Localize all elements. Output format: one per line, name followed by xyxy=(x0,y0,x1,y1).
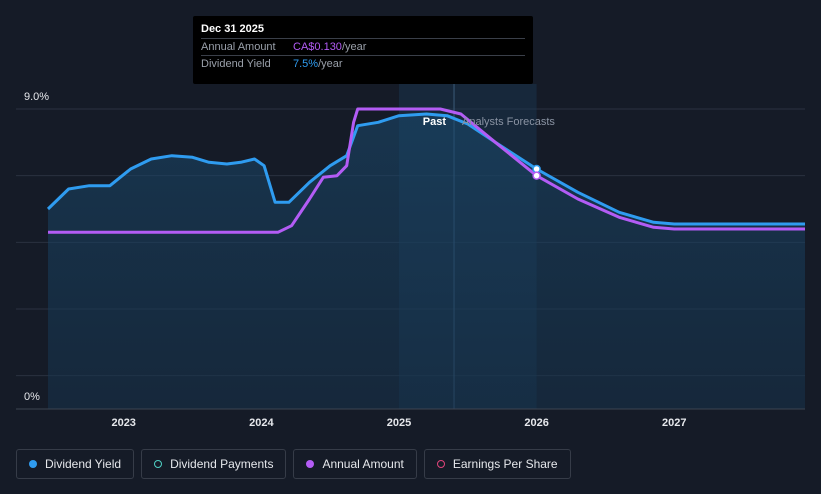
legend-ring-icon xyxy=(154,460,163,468)
hover-markers xyxy=(532,164,541,180)
legend-dot-icon xyxy=(29,460,37,468)
tooltip-row-dividend-yield: Dividend Yield 7.5% /year xyxy=(201,55,525,72)
x-tick-label: 2023 xyxy=(111,417,135,429)
marker-annual-amount xyxy=(532,171,541,180)
tooltip-row-annual-amount: Annual Amount CA$0.130 /year xyxy=(201,38,525,55)
tooltip: Dec 31 2025 Annual Amount CA$0.130 /year… xyxy=(193,16,533,84)
y-tick-label: 0% xyxy=(24,391,40,403)
legend-ring-icon xyxy=(436,460,445,468)
y-tick-label: 9.0% xyxy=(24,91,49,103)
legend-dot-icon xyxy=(306,460,315,468)
y-tick-labels: 9.0% 0% xyxy=(24,91,49,403)
legend-dividend-yield[interactable]: Dividend Yield xyxy=(16,449,135,479)
dividend-yield-area xyxy=(48,114,805,409)
dividend-chart: 9.0% 0% 2023 2024 2025 2026 2027 Past Analyst… xyxy=(16,84,805,429)
legend-label: Earnings Per Share xyxy=(452,457,558,471)
analysts-forecasts-label: Analysts Forecasts xyxy=(462,116,555,128)
tooltip-value: CA$0.130 xyxy=(293,41,342,53)
legend: Dividend Yield Dividend Payments Annual … xyxy=(16,449,571,479)
tooltip-value: 7.5% xyxy=(293,58,319,70)
legend-label: Dividend Yield xyxy=(45,457,122,471)
x-tick-labels: 2023 2024 2025 2026 2027 xyxy=(111,417,686,429)
legend-earnings-per-share[interactable]: Earnings Per Share xyxy=(423,449,571,479)
tooltip-date: Dec 31 2025 xyxy=(201,23,264,35)
legend-annual-amount[interactable]: Annual Amount xyxy=(293,449,417,479)
x-tick-label: 2024 xyxy=(249,417,274,429)
past-label: Past xyxy=(423,116,447,128)
tooltip-label: Dividend Yield xyxy=(201,58,271,70)
x-tick-label: 2025 xyxy=(387,417,411,429)
legend-label: Dividend Payments xyxy=(170,457,274,471)
x-tick-label: 2027 xyxy=(662,417,686,429)
x-tick-label: 2026 xyxy=(524,417,548,429)
legend-label: Annual Amount xyxy=(322,457,404,471)
annual-amount-line xyxy=(48,107,805,234)
tooltip-label: Annual Amount xyxy=(201,41,276,53)
tooltip-unit: /year xyxy=(318,58,343,70)
legend-dividend-payments[interactable]: Dividend Payments xyxy=(141,449,287,479)
tooltip-unit: /year xyxy=(341,41,367,53)
